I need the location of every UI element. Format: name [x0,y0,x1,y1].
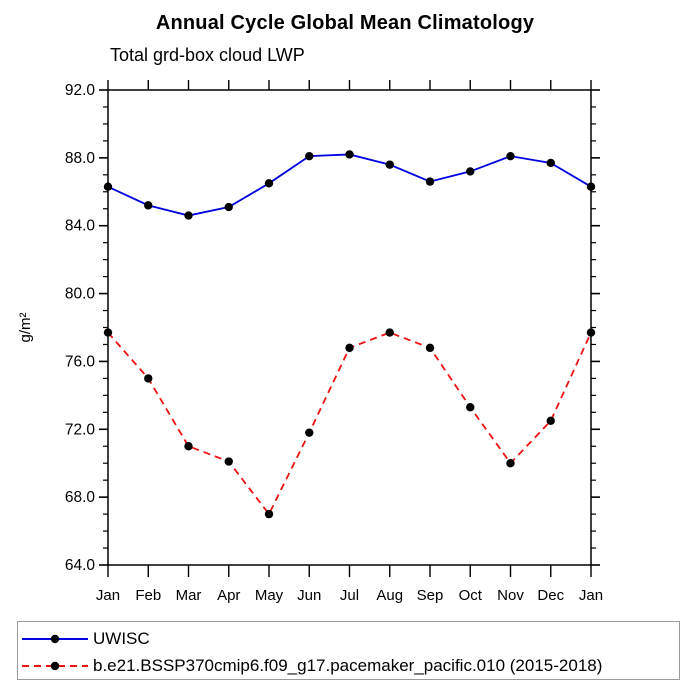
y-tick-label: 80.0 [65,286,96,303]
y-tick-label: 64.0 [65,557,96,574]
data-point-s1-Jun [305,428,314,437]
x-tick-label: Dec [537,587,564,604]
data-point-s0-Oct [466,167,475,176]
data-point-s0-Mar [184,211,193,220]
chart-title: Annual Cycle Global Mean Climatology [155,12,535,34]
series-line-0 [107,153,592,217]
data-point-s0-Dec [546,158,555,168]
x-tick-label: Feb [135,587,161,604]
y-axis-label: g/m² [17,312,34,342]
series-line-1 [107,331,592,516]
data-point-s1-Jan [586,328,596,337]
data-point-s0-Feb [144,201,153,210]
legend-entry-model: b.e21.BSSP370cmip6.f09_g17.pacemaker_pac… [18,653,679,679]
x-tick-label: Jul [340,587,359,604]
x-tick-label: Apr [217,587,240,604]
legend-line-sample-model [22,661,88,671]
y-tick-label: 72.0 [65,421,96,438]
x-tick-label: Jun [297,587,321,604]
data-point-s0-Nov [506,151,515,161]
x-tick-label: Jan [96,587,120,604]
data-point-s1-Mar [184,442,193,451]
x-tick-label: Jan [579,587,603,604]
data-point-s1-Oct [466,403,475,412]
data-point-s0-Sep [425,177,435,186]
data-point-s1-Feb [144,374,153,383]
data-point-s0-Aug [385,160,394,169]
x-tick-label: Oct [459,587,483,604]
data-point-s1-Jul [345,343,354,353]
x-tick-label: Aug [376,587,403,604]
data-point-s0-Apr [224,202,233,212]
legend-entry-uwisc: UWISC [18,626,679,652]
legend-label-model: b.e21.BSSP370cmip6.f09_g17.pacemaker_pac… [93,656,603,675]
legend-marker-icon [50,634,60,644]
legend-box: UWISC b.e21.BSSP370cmip6.f09_g17.pacemak… [17,621,680,680]
data-point-s0-Jan [103,182,113,191]
legend-marker-icon [50,661,60,671]
x-tick-label: Nov [497,587,524,604]
data-point-s1-Apr [224,457,233,466]
x-tick-label: Sep [417,587,444,604]
data-point-s0-Jul [345,150,354,159]
y-tick-label: 84.0 [65,218,96,235]
data-point-s1-Sep [425,343,435,353]
data-point-s0-May [264,179,274,188]
y-tick-label: 88.0 [65,150,96,167]
data-point-s1-Aug [385,328,394,337]
y-tick-label: 92.0 [65,82,96,99]
y-tick-label: 68.0 [65,489,96,506]
data-point-s1-Nov [506,459,515,468]
chart-subtitle: Total grd-box cloud LWP [110,45,305,65]
x-tick-label: May [255,587,284,604]
legend-label-uwisc: UWISC [93,629,150,648]
x-tick-label: Mar [176,587,202,604]
y-tick-label: 76.0 [65,353,96,370]
data-point-s1-Dec [546,416,555,426]
legend-line-sample-uwisc [22,634,88,644]
data-point-s1-Jan [103,328,113,337]
data-point-s0-Jan [586,182,596,191]
data-point-s1-May [264,509,274,519]
data-point-s0-Jun [305,151,314,161]
plot-border [107,89,592,566]
chart-canvas: 64.0 68.0 72.0 76.0 80.0 84.0 88.0 92.0 Jan Feb Ma… [17,80,603,604]
